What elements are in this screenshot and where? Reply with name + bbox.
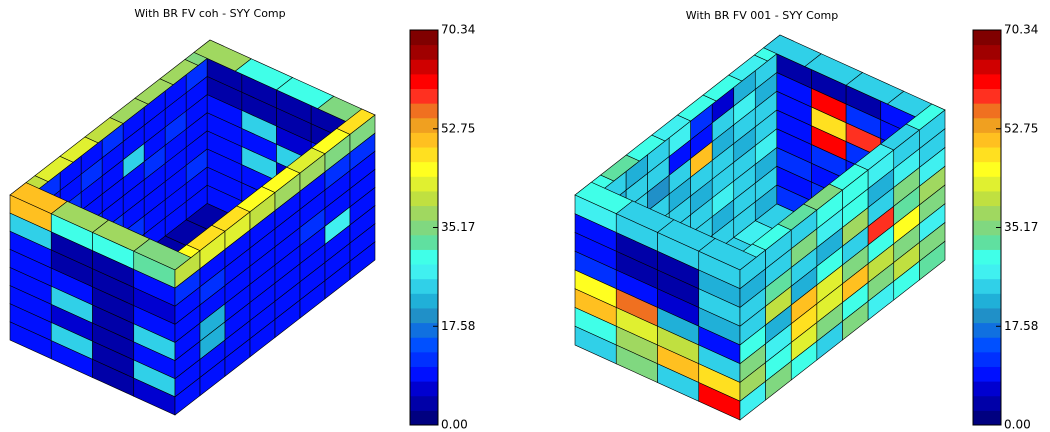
colorbar-band — [410, 30, 438, 46]
colorbar-band — [973, 264, 1001, 280]
colorbar-band — [973, 88, 1001, 104]
colorbar-band — [410, 337, 438, 353]
colorbar-band — [973, 322, 1001, 338]
colorbar-band — [973, 73, 1001, 90]
colorbar-band — [973, 132, 1001, 148]
colorbar-band — [410, 293, 438, 309]
chart-title: With BR FV 001 - SYY Comp — [686, 9, 839, 22]
colorbar-band — [410, 88, 438, 104]
colorbar-band — [973, 381, 1001, 397]
colorbar-tick-label: 70.34 — [1004, 23, 1038, 37]
colorbar-band — [973, 234, 1001, 250]
colorbar-band — [973, 278, 1001, 294]
colorbar-tick-label: 52.75 — [441, 121, 475, 135]
cell — [919, 240, 946, 281]
colorbar-tick-label: 0.00 — [441, 418, 468, 432]
colorbar-band — [410, 132, 438, 148]
colorbar-tick-label: 17.58 — [441, 319, 475, 333]
colorbar-band — [410, 190, 438, 207]
colorbar-band — [973, 351, 1001, 367]
colorbar-band — [410, 307, 438, 324]
colorbar-band — [410, 234, 438, 250]
colorbar-band — [410, 366, 438, 382]
colorbar-band — [410, 249, 438, 265]
colorbar-band — [410, 351, 438, 367]
colorbar-band — [410, 176, 438, 192]
colorbar-band — [973, 293, 1001, 309]
colorbar-band — [410, 73, 438, 90]
colorbar-band — [973, 395, 1001, 411]
colorbar-band — [410, 278, 438, 294]
colorbar-band — [973, 117, 1001, 133]
colorbar-band — [410, 103, 438, 119]
colorbar-band — [410, 44, 438, 60]
colorbar-band — [973, 161, 1001, 177]
colorbar-band — [973, 220, 1001, 236]
colorbar-band — [973, 337, 1001, 353]
colorbar-tick-label: 52.75 — [1004, 121, 1038, 135]
colorbar-band — [410, 381, 438, 397]
colorbar-band — [410, 117, 438, 133]
colorbar-band — [410, 205, 438, 221]
colorbar-band — [973, 366, 1001, 382]
colorbar-band — [973, 307, 1001, 324]
colorbar-tick-label: 0.00 — [1004, 418, 1031, 432]
colorbar-band — [973, 147, 1001, 163]
colorbar-band — [410, 220, 438, 236]
colorbar-band — [973, 205, 1001, 221]
colorbar-band — [973, 190, 1001, 207]
colorbar-band — [410, 395, 438, 411]
colorbar-band — [973, 30, 1001, 46]
chart-title: With BR FV coh - SYY Comp — [134, 7, 285, 20]
colorbar-band — [973, 59, 1001, 75]
colorbar-band — [410, 264, 438, 280]
colorbar-band — [410, 410, 438, 426]
colorbar-tick-label: 35.17 — [441, 220, 475, 234]
colorbar-band — [973, 176, 1001, 192]
colorbar-tick-label: 70.34 — [441, 23, 475, 37]
colorbar-tick-label: 35.17 — [1004, 220, 1038, 234]
colorbar-band — [973, 44, 1001, 60]
colorbar-band — [973, 103, 1001, 119]
colorbar-band — [973, 249, 1001, 265]
colorbar-band — [410, 161, 438, 177]
colorbar-band — [973, 410, 1001, 426]
colorbar-tick-label: 17.58 — [1004, 319, 1038, 333]
colorbar-band — [410, 59, 438, 75]
cell — [349, 241, 376, 280]
colorbar-band — [410, 322, 438, 338]
colorbar-band — [410, 147, 438, 163]
